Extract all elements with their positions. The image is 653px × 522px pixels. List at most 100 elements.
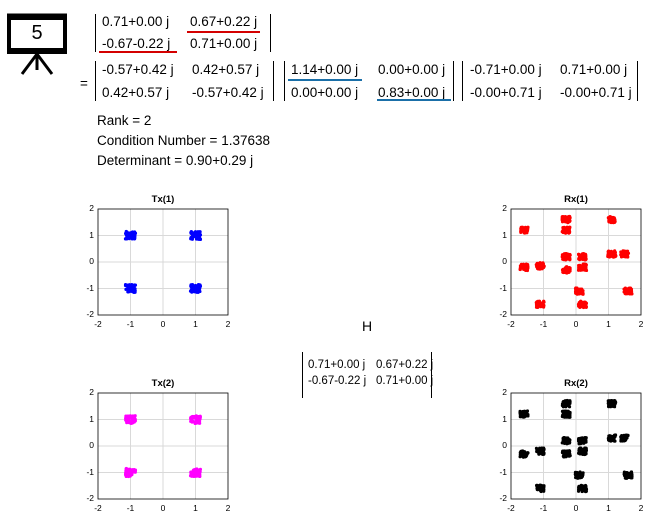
sample-dot [623, 438, 627, 443]
constellation-point [535, 483, 546, 494]
sample-dot [629, 476, 633, 480]
sample-dot [625, 289, 629, 293]
y-tick-label: -1 [86, 466, 94, 477]
sample-dot [568, 266, 572, 270]
s-r2c2: 0.83+0.00 j [378, 85, 446, 100]
sample-dot [194, 417, 198, 421]
sample-dot [584, 301, 588, 306]
sample-dot [579, 267, 583, 271]
u-r1c2: 0.42+0.57 j [192, 62, 260, 77]
rank-text: Rank = 2 [97, 113, 152, 128]
sample-dot [542, 484, 546, 489]
presentation-board-icon [7, 13, 67, 75]
sample-dot [575, 287, 579, 292]
sample-dot [124, 414, 128, 418]
y-tick-label: 0 [89, 256, 94, 266]
sample-dot [560, 402, 565, 406]
sample-dot [191, 473, 195, 477]
sample-dot [566, 230, 570, 234]
sample-dot [578, 304, 583, 308]
sample-dot [622, 249, 626, 253]
sample-dot [542, 448, 546, 452]
sample-dot [126, 287, 130, 291]
sample-dot [561, 257, 565, 261]
sample-dot [523, 229, 527, 234]
u-r1c1: -0.57+0.42 j [102, 62, 174, 77]
y-tick-label: -1 [499, 282, 507, 293]
condition-number-text: Condition Number = 1.37638 [97, 133, 270, 148]
h-r1c2: 0.67+0.22 j [190, 14, 258, 29]
y-tick-label: -2 [499, 493, 507, 503]
sample-dot [541, 262, 546, 266]
constellation-point [188, 467, 203, 479]
sample-dot [582, 257, 586, 262]
plot-title-tx2: Tx(2) [151, 378, 175, 389]
constellation-point [619, 249, 631, 259]
x-tick-label: -2 [94, 503, 102, 513]
constellation-point [519, 225, 530, 235]
sample-dot [613, 254, 617, 258]
x-tick-label: 1 [606, 503, 611, 513]
scatter-plot-rx2 [510, 392, 642, 500]
sample-dot [621, 254, 625, 258]
scatter-plot-tx1 [97, 208, 229, 316]
sample-dot [124, 419, 128, 423]
sample-dot [563, 267, 567, 272]
sample-dot [566, 226, 570, 230]
x-tick-label: 1 [606, 319, 611, 329]
constellation-point [573, 286, 585, 296]
sample-dot [561, 254, 565, 258]
sample-dot [566, 413, 570, 418]
sample-dot [606, 250, 610, 254]
constellation-point [606, 433, 618, 443]
sample-dot [579, 438, 583, 442]
sample-dot [576, 489, 581, 493]
u-r2c1: 0.42+0.57 j [102, 85, 170, 100]
slide-number: 5 [31, 22, 43, 44]
sample-dot [583, 265, 587, 269]
slide-icon: 5 [4, 10, 70, 76]
constellation-point [123, 466, 138, 479]
constellation-point [622, 286, 634, 296]
sample-dot [193, 285, 197, 289]
sample-dot [568, 214, 572, 219]
sample-dot [524, 454, 529, 458]
sample-dot [132, 283, 137, 287]
constellation-point [560, 449, 572, 459]
sample-dot [191, 289, 195, 294]
sample-dot [126, 474, 131, 479]
sample-dot [128, 234, 132, 238]
h-r2c1: -0.67-0.22 j [102, 36, 171, 51]
y-tick-label: 1 [502, 413, 507, 424]
constellation-point [619, 433, 630, 443]
sample-dot [129, 421, 133, 425]
sample-dot [577, 257, 581, 261]
channel-r2c1: -0.67-0.22 j [308, 375, 367, 387]
x-tick-label: 1 [193, 503, 198, 513]
sample-dot [624, 471, 629, 476]
constellation-point [189, 414, 202, 426]
sample-dot [566, 402, 570, 406]
sample-dot [540, 264, 544, 268]
sample-dot [519, 412, 523, 416]
constellation-point [560, 225, 572, 235]
plot-frame [97, 208, 229, 316]
sample-dot [606, 216, 610, 220]
sample-dot [565, 437, 569, 441]
sample-dot [190, 283, 195, 287]
sample-dot [580, 291, 584, 295]
constellation-point [576, 299, 588, 310]
sample-dot [626, 287, 630, 291]
plot-frame [97, 392, 229, 500]
sample-dot [518, 415, 522, 419]
x-tick-label: 2 [638, 503, 644, 513]
s-r1c2: 0.00+0.00 j [378, 62, 446, 77]
determinant-text: Determinant = 0.90+0.29 j [97, 153, 254, 168]
plot-frame [510, 208, 642, 316]
constellation-point [576, 435, 588, 446]
plot-frame [510, 392, 642, 500]
sample-dot [561, 218, 565, 222]
sample-dot [584, 487, 589, 491]
sample-dot [629, 289, 633, 293]
constellation-point [606, 249, 618, 259]
